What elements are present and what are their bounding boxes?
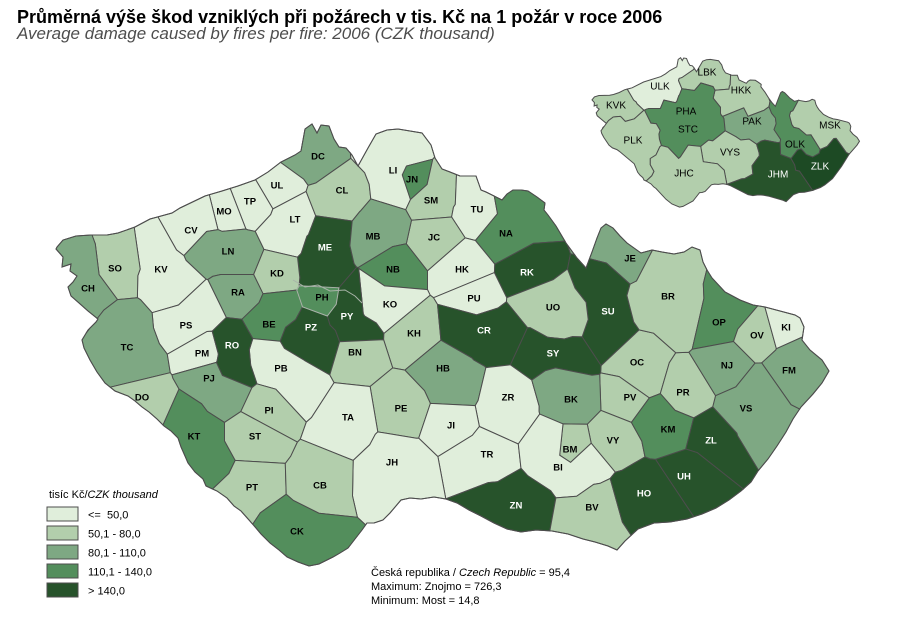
svg-text:STC: STC — [678, 125, 698, 136]
svg-text:KH: KH — [407, 329, 421, 340]
svg-text:RK: RK — [520, 268, 534, 279]
svg-text:RA: RA — [231, 288, 245, 299]
svg-text:OV: OV — [750, 331, 764, 342]
svg-text:MSK: MSK — [819, 121, 841, 132]
svg-text:ZR: ZR — [502, 393, 515, 404]
svg-text:HKK: HKK — [731, 86, 752, 97]
svg-text:JC: JC — [428, 233, 440, 244]
svg-text:TR: TR — [481, 450, 494, 461]
svg-text:OLK: OLK — [785, 140, 805, 151]
svg-text:CB: CB — [313, 481, 327, 492]
svg-text:JHC: JHC — [674, 169, 693, 180]
svg-text:PV: PV — [624, 393, 637, 404]
svg-text:NB: NB — [386, 265, 400, 276]
svg-text:FM: FM — [782, 366, 796, 377]
svg-text:PE: PE — [395, 404, 408, 415]
svg-text:BK: BK — [564, 395, 578, 406]
svg-text:OP: OP — [712, 318, 726, 329]
svg-text:OC: OC — [630, 358, 644, 369]
svg-text:KV: KV — [154, 265, 168, 276]
svg-text:LBK: LBK — [698, 68, 717, 79]
svg-text:SO: SO — [108, 264, 122, 275]
svg-text:SM: SM — [424, 196, 438, 207]
svg-text:> 140,0: > 140,0 — [88, 586, 125, 598]
svg-text:PAK: PAK — [742, 117, 762, 128]
svg-text:BN: BN — [348, 348, 362, 359]
svg-text:KD: KD — [270, 269, 284, 280]
svg-text:CV: CV — [184, 226, 198, 237]
svg-text:VY: VY — [607, 436, 620, 447]
svg-text:80,1 - 110,0: 80,1 - 110,0 — [88, 548, 146, 560]
svg-text:PS: PS — [180, 321, 193, 332]
svg-text:KVK: KVK — [606, 101, 626, 112]
svg-text:KI: KI — [781, 323, 791, 334]
svg-text:PB: PB — [274, 364, 287, 375]
svg-text:BR: BR — [661, 292, 675, 303]
svg-text:UH: UH — [677, 472, 691, 483]
svg-text:LN: LN — [222, 247, 235, 258]
svg-text:PLK: PLK — [624, 136, 643, 147]
svg-text:50,1 - 80,0: 50,1 - 80,0 — [88, 529, 141, 541]
svg-text:LT: LT — [290, 215, 301, 226]
svg-text:KT: KT — [188, 432, 201, 443]
svg-text:PY: PY — [341, 312, 354, 323]
svg-text:PM: PM — [195, 349, 209, 360]
svg-text:DO: DO — [135, 393, 149, 404]
svg-text:PZ: PZ — [305, 323, 317, 334]
svg-text:MO: MO — [216, 207, 231, 218]
svg-text:NJ: NJ — [721, 361, 733, 372]
svg-text:PU: PU — [467, 294, 480, 305]
svg-text:BM: BM — [563, 445, 578, 456]
svg-text:ZLK: ZLK — [811, 162, 830, 173]
svg-text:JN: JN — [406, 175, 418, 186]
svg-text:BV: BV — [585, 503, 599, 514]
svg-text:BI: BI — [553, 463, 563, 474]
svg-text:PI: PI — [265, 406, 274, 417]
svg-text:CK: CK — [290, 527, 304, 538]
svg-text:MB: MB — [366, 232, 381, 243]
svg-text:CL: CL — [336, 186, 349, 197]
svg-text:PHA: PHA — [676, 107, 697, 118]
svg-text:KM: KM — [661, 425, 676, 436]
svg-text:TA: TA — [342, 413, 354, 424]
svg-text:ULK: ULK — [650, 82, 670, 93]
svg-text:JE: JE — [624, 254, 636, 265]
svg-text:110,1 - 140,0: 110,1 - 140,0 — [88, 567, 152, 579]
svg-text:ZN: ZN — [510, 501, 523, 512]
svg-text:PJ: PJ — [203, 374, 215, 385]
svg-text:<= 50,0: <= 50,0 — [88, 510, 128, 522]
svg-text:PR: PR — [676, 388, 689, 399]
svg-text:JHM: JHM — [768, 170, 789, 181]
svg-text:VS: VS — [740, 404, 753, 415]
svg-text:ME: ME — [318, 243, 332, 254]
svg-text:SY: SY — [547, 349, 560, 360]
svg-text:JI: JI — [447, 421, 455, 432]
svg-text:CH: CH — [81, 284, 95, 295]
svg-text:KO: KO — [383, 300, 397, 311]
svg-text:CR: CR — [477, 326, 491, 337]
svg-text:UO: UO — [546, 303, 560, 314]
svg-text:VYS: VYS — [720, 148, 740, 159]
svg-text:HO: HO — [637, 489, 651, 500]
svg-text:LI: LI — [389, 166, 397, 177]
svg-text:ZL: ZL — [705, 436, 717, 447]
svg-text:TP: TP — [244, 197, 257, 208]
svg-text:UL: UL — [271, 181, 284, 192]
svg-text:tisíc Kč/CZK thousand: tisíc Kč/CZK thousand — [49, 489, 159, 501]
svg-text:HK: HK — [455, 265, 469, 276]
svg-text:TU: TU — [471, 205, 484, 216]
svg-text:JH: JH — [386, 458, 398, 469]
svg-text:HB: HB — [436, 364, 450, 375]
svg-text:NA: NA — [499, 229, 513, 240]
svg-text:ST: ST — [249, 432, 261, 443]
svg-text:DC: DC — [311, 152, 325, 163]
svg-text:SU: SU — [601, 307, 614, 318]
svg-text:BE: BE — [262, 320, 275, 331]
svg-text:RO: RO — [225, 341, 239, 352]
svg-text:TC: TC — [121, 343, 134, 354]
svg-text:PT: PT — [246, 483, 258, 494]
svg-text:PH: PH — [315, 293, 328, 304]
